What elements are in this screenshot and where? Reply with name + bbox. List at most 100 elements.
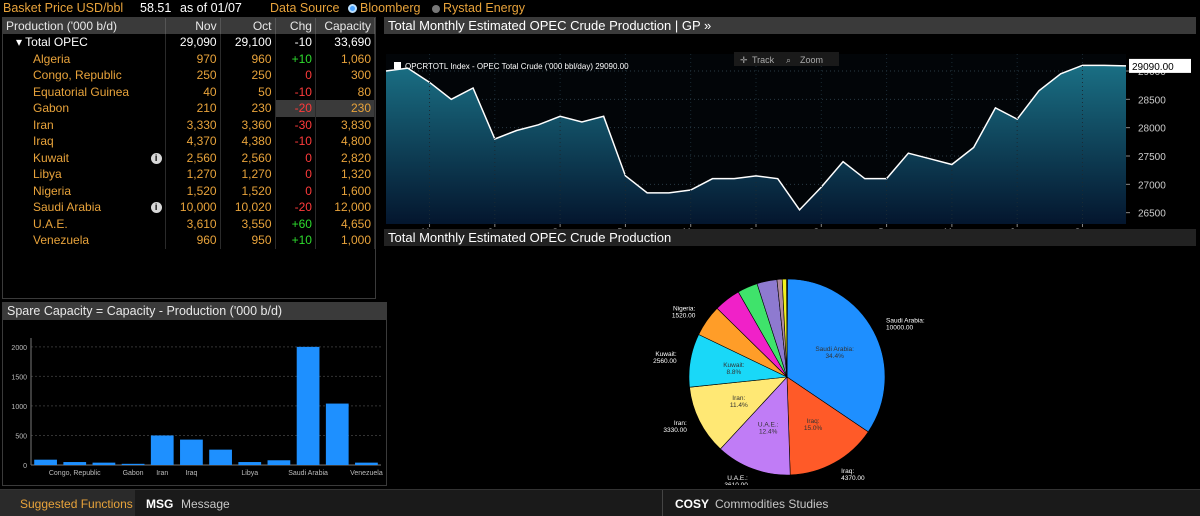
pie-slice-equatorial-guinea[interactable] bbox=[786, 278, 788, 378]
cap-cell: 4,650 bbox=[315, 215, 376, 232]
chart-tool-bar bbox=[734, 52, 839, 66]
cap-cell: 1,060 bbox=[315, 50, 376, 67]
country-cell: Gabon bbox=[3, 100, 166, 117]
country-name: Libya bbox=[33, 167, 62, 182]
series-line[interactable] bbox=[385, 64, 1127, 212]
bar-libya[interactable] bbox=[238, 462, 262, 465]
y-tick-label: 500 bbox=[15, 433, 27, 440]
nov-cell: 10,000 bbox=[165, 199, 221, 216]
collapse-caret-icon[interactable]: ▾ bbox=[16, 35, 26, 50]
col-oct[interactable]: Oct bbox=[220, 18, 276, 34]
pie-outer-label: Iran: bbox=[674, 420, 687, 427]
source-bloomberg-radio[interactable]: Bloomberg bbox=[348, 1, 420, 15]
col-nov[interactable]: Nov bbox=[165, 18, 221, 34]
bar-gabon[interactable] bbox=[121, 463, 145, 465]
pie-slice-iran[interactable] bbox=[689, 376, 788, 450]
y-tick-label: 1500 bbox=[11, 374, 27, 381]
table-row[interactable]: Nigeria 1,520 1,520 0 1,600 bbox=[3, 182, 376, 199]
info-icon[interactable]: i bbox=[150, 152, 162, 164]
oct-cell: 1,270 bbox=[220, 166, 276, 183]
chg-cell: +10 bbox=[275, 232, 316, 249]
country-cell: Nigeria bbox=[3, 182, 166, 199]
msg-function-code[interactable]: MSG bbox=[146, 497, 174, 511]
oct-cell: 10,020 bbox=[220, 199, 276, 216]
source-rystad-radio[interactable]: Rystad Energy bbox=[432, 1, 525, 15]
nov-cell: 1,270 bbox=[165, 166, 221, 183]
pie-outer-value: 10000.00 bbox=[886, 325, 913, 332]
table-row[interactable]: U.A.E. 3,610 3,550 +60 4,650 bbox=[3, 215, 376, 232]
pie-slice-saudi-arabia[interactable] bbox=[786, 278, 886, 433]
y-tick-label: 28000 bbox=[1138, 124, 1166, 135]
country-name: Equatorial Guinea bbox=[33, 84, 130, 99]
suggested-functions-tab[interactable] bbox=[0, 490, 135, 516]
pie-inner-label: Iran: bbox=[732, 395, 745, 402]
bar-equatorial-guinea[interactable] bbox=[92, 462, 116, 465]
country-cell: Algeria bbox=[3, 50, 166, 67]
bar-iraq[interactable] bbox=[180, 439, 203, 465]
pie-outer-value: 1520.00 bbox=[672, 313, 696, 320]
x-tick-label: Libya bbox=[241, 470, 258, 477]
pie-outer-value: 2560.00 bbox=[653, 358, 677, 365]
magnifier-icon: ⌕ bbox=[786, 55, 791, 65]
footer-divider bbox=[662, 490, 663, 516]
nov-cell: 970 bbox=[165, 50, 221, 67]
country-name: Total OPEC bbox=[25, 35, 88, 50]
table-header: Production ('000 b/d) Nov Oct Chg Capaci… bbox=[3, 18, 376, 34]
production-pie-panel: Total Monthly Estimated OPEC Crude Produ… bbox=[384, 229, 1196, 489]
pie-slice-u-a-e-[interactable] bbox=[719, 376, 791, 476]
nov-cell: 1,520 bbox=[165, 182, 221, 199]
production-line-chart[interactable]: 265002700027500280002850029000MarJunSepD… bbox=[384, 34, 1196, 247]
x-tick-label: Gabon bbox=[123, 470, 144, 477]
table-row[interactable]: Saudi Arabia i 10,000 10,020 -20 12,000 bbox=[3, 199, 376, 216]
table-row[interactable]: Venezuela 960 950 +10 1,000 bbox=[3, 232, 376, 249]
pie-slice-iraq[interactable] bbox=[786, 376, 869, 476]
table-row[interactable]: Equatorial Guinea 40 50 -10 80 bbox=[3, 83, 376, 100]
country-name: Kuwait bbox=[33, 150, 70, 165]
col-production[interactable]: Production ('000 b/d) bbox=[3, 18, 166, 34]
bar-venezuela[interactable] bbox=[355, 462, 378, 465]
table-row[interactable]: Kuwait i 2,560 2,560 0 2,820 bbox=[3, 149, 376, 166]
col-capacity[interactable]: Capacity bbox=[315, 18, 376, 34]
oct-cell: 960 bbox=[220, 50, 276, 67]
table-row[interactable]: Iraq 4,370 4,380 -10 4,800 bbox=[3, 133, 376, 150]
cosy-function-label[interactable]: Commodities Studies bbox=[715, 497, 829, 511]
nov-cell: 210 bbox=[165, 100, 221, 117]
country-cell: ▾ Total OPEC bbox=[3, 34, 166, 51]
line-chart-title[interactable]: Total Monthly Estimated OPEC Crude Produ… bbox=[384, 17, 1196, 34]
pie-inner-value: 12.4% bbox=[759, 429, 778, 436]
chg-cell: -30 bbox=[275, 116, 316, 133]
y-tick-label: 2000 bbox=[11, 345, 27, 352]
table-row[interactable]: Libya 1,270 1,270 0 1,320 bbox=[3, 166, 376, 183]
msg-function-label[interactable]: Message bbox=[181, 497, 230, 511]
info-icon[interactable]: i bbox=[150, 202, 162, 214]
oct-cell: 29,100 bbox=[220, 34, 276, 51]
table-row-total[interactable]: ▾ Total OPEC 29,090 29,100 -10 33,690 bbox=[3, 34, 376, 51]
country-name: Venezuela bbox=[33, 233, 90, 248]
cap-cell: 33,690 bbox=[315, 34, 376, 51]
bar-iran[interactable] bbox=[150, 435, 174, 465]
bar-saudi-arabia[interactable] bbox=[296, 346, 320, 465]
table-row[interactable]: Gabon 210 230 -20 230 bbox=[3, 100, 376, 117]
bar-algeria[interactable] bbox=[34, 459, 57, 465]
pie-inner-label: Saudi Arabia: bbox=[815, 346, 854, 353]
nov-cell: 2,560 bbox=[165, 149, 221, 166]
y-tick-label: 26500 bbox=[1138, 209, 1166, 220]
production-pie-chart: Saudi Arabia:34.4%Iraq:15.0%U.A.E.:12.4%… bbox=[653, 278, 925, 489]
spare-capacity-chart: 0 500 1000 1500 2000 Congo, Republic Gabon Iran… bbox=[11, 338, 383, 477]
chg-cell: -20 bbox=[275, 199, 316, 216]
table-row[interactable]: Algeria 970 960 +10 1,060 bbox=[3, 50, 376, 67]
bar-u-a-e-[interactable] bbox=[325, 403, 349, 465]
crosshair-icon: ✛ bbox=[740, 55, 748, 65]
table-row[interactable]: Iran 3,330 3,360 -30 3,830 bbox=[3, 116, 376, 133]
bar-congo-republic[interactable] bbox=[63, 462, 87, 465]
table-row[interactable]: Congo, Republic 250 250 0 300 bbox=[3, 67, 376, 84]
last-value-label: 29090.00 bbox=[1132, 62, 1174, 73]
y-tick-label: 27000 bbox=[1138, 180, 1166, 191]
spare-capacity-panel: Spare Capacity = Capacity - Production (… bbox=[2, 302, 387, 486]
country-cell: Saudi Arabia i bbox=[3, 199, 166, 216]
col-chg[interactable]: Chg bbox=[275, 18, 316, 34]
bar-nigeria[interactable] bbox=[267, 460, 291, 465]
bar-kuwait[interactable] bbox=[209, 449, 232, 465]
cosy-function-code[interactable]: COSY bbox=[675, 497, 710, 511]
track-button: Track bbox=[752, 55, 775, 65]
